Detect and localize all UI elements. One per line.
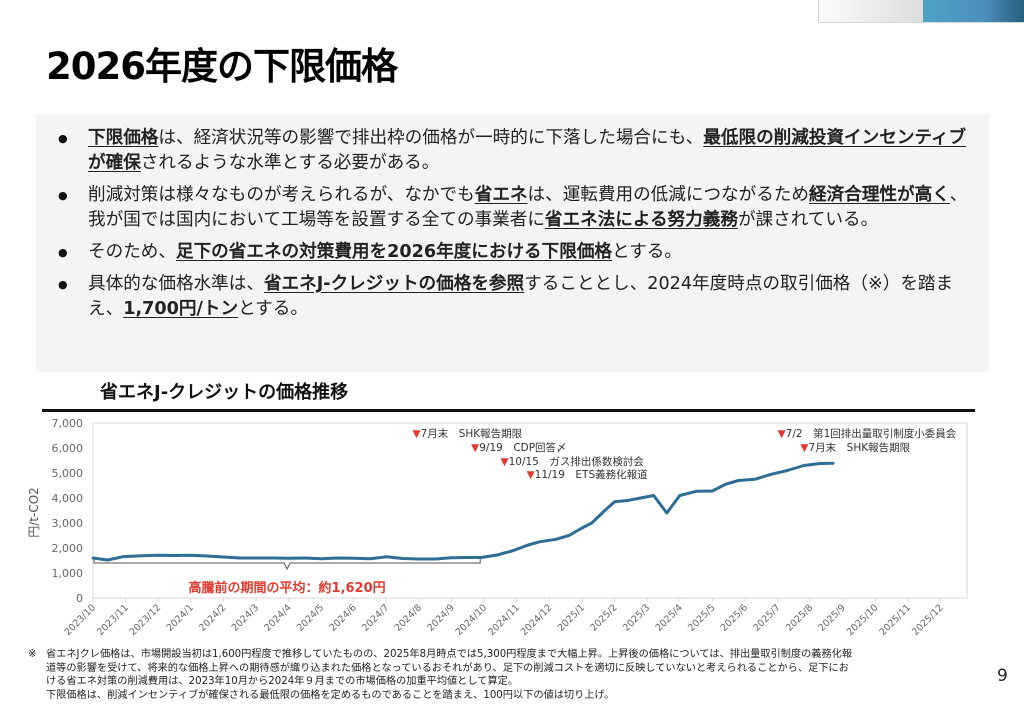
event-annotation: ▼11/19 ETS義務化報道: [527, 468, 649, 481]
bullet-text: とする。: [612, 242, 682, 262]
bullet-text: は、経済状況等の影響で排出枠の価格が一時的に下落した場合にも、: [158, 128, 704, 148]
bullet-text: 具体的な価格水準は、: [88, 274, 264, 294]
footnote-body: 省エネJクレ価格は、市場開設当初は1,600円程度で推移していたものの、2025…: [28, 648, 988, 702]
header-decoration-grey: [819, 0, 923, 22]
bullet-text: そのため、: [88, 242, 176, 262]
x-tick-label: 2024/7: [360, 602, 391, 633]
x-tick-label: 2025/10: [845, 602, 881, 638]
x-tick-label: 2024/5: [295, 602, 326, 633]
average-period-label: 高騰前の期間の平均：約1,620円: [189, 580, 386, 596]
event-marker-icon: ▼: [501, 456, 510, 468]
footnote-line: 下限価格は、削減インセンティブが確保される最低限の価格を定めるものであることを踏…: [46, 689, 615, 701]
event-marker-icon: ▼: [778, 428, 787, 440]
bullet-list: 下限価格は、経済状況等の影響で排出枠の価格が一時的に下落した場合にも、最低限の削…: [58, 126, 978, 329]
footnote-line: ける省エネ対策の削減費用は、2023年10月から2024年９月までの市場価格の加…: [46, 676, 519, 687]
event-annotation: ▼10/15 ガス排出係数検討会: [501, 455, 645, 468]
bullet-text: することとし、2024年度時点の取引価格（※）を踏まえ、: [88, 274, 954, 319]
price-line: [91, 461, 835, 562]
emphasized-text: 最低限の削減投資インセンティブが確保: [88, 128, 967, 173]
x-tick-label: 2024/2: [197, 602, 228, 633]
section-divider: [42, 409, 975, 412]
x-tick-label: 2024/9: [425, 602, 456, 633]
x-tick-label: 2024/1: [165, 602, 196, 633]
event-annotation: ▼9/19 CDP回答〆: [471, 441, 566, 454]
event-marker-icon: ▼: [471, 442, 480, 454]
emphasized-text: 1,700円/トン: [123, 299, 239, 319]
page-title: 2026年度の下限価格: [46, 45, 398, 88]
plot-area: [92, 422, 968, 599]
y-tick-label: 0: [76, 592, 83, 605]
header-decoration: [818, 0, 1024, 23]
bullet-text: 削減対策は様々なものが考えられるが、なかでも: [88, 185, 475, 205]
x-tick-label: 2025/3: [621, 602, 652, 633]
y-tick-label: 3,000: [52, 517, 84, 530]
footnote-mark: ※: [28, 649, 37, 660]
bullet-item: 具体的な価格水準は、省エネJ-クレジットの価格を参照することとし、2024年度時…: [58, 272, 978, 322]
x-tick-label: 2024/6: [328, 602, 359, 633]
emphasized-text: 経済合理性が高く: [809, 185, 950, 205]
bullet-text: されるような水準とする必要がある。: [140, 153, 440, 173]
x-tick-label: 2023/10: [62, 602, 98, 638]
bullet-item: 下限価格は、経済状況等の影響で排出枠の価格が一時的に下落した場合にも、最低限の削…: [58, 126, 978, 176]
x-tick-label: 2023/11: [95, 602, 131, 638]
event-marker-icon: ▼: [527, 469, 536, 481]
y-tick-label: 2,000: [52, 542, 84, 555]
bullet-item: 削減対策は様々なものが考えられるが、なかでも省エネは、運転費用の低減につながるた…: [58, 183, 978, 233]
y-axis-label: 円/t-CO2: [27, 487, 41, 538]
x-tick-label: 2025/4: [654, 602, 685, 633]
x-tick-label: 2024/10: [454, 602, 490, 638]
event-annotation: ▼7/2 第1回排出量取引制度小委員会: [778, 427, 957, 440]
y-tick-label: 7,000: [52, 417, 84, 430]
event-marker-icon: ▼: [800, 442, 809, 454]
bullet-text: 、我が国では国内において工場等を設置する全ての事業者に: [88, 185, 968, 230]
bullet-text: とする。: [238, 299, 308, 319]
price-trend-chart: 0 1,000 2,000 3,000 4,000 5,000 6,000 7,000 円/t-…: [0, 412, 1024, 650]
x-tick-label: 2025/11: [877, 602, 913, 638]
event-annotation: ▼7月末 SHK報告期限: [800, 441, 910, 454]
event-marker-icon: ▼: [412, 428, 421, 440]
x-tick-label: 2025/2: [588, 602, 619, 633]
x-tick-label: 2025/7: [751, 602, 782, 633]
emphasized-text: 省エネ法による努力義務: [544, 210, 738, 230]
emphasized-text: 省エネ: [474, 185, 528, 205]
x-tick-label: 2025/9: [817, 602, 848, 633]
bullet-text: は、運転費用の低減につながるため: [527, 185, 810, 205]
y-tick-label: 5,000: [52, 467, 84, 480]
x-tick-label: 2025/1: [556, 602, 587, 633]
y-tick-label: 4,000: [52, 492, 84, 505]
bullet-item: そのため、足下の省エネの対策費用を2026年度における下限価格とする。: [58, 240, 978, 265]
x-tick-label: 2023/12: [128, 602, 164, 638]
footnote-line: 道等の影響を受けて、将来的な価格上昇への期待感が織り込まれた価格となっているおそ…: [46, 662, 849, 674]
x-tick-label: 2024/4: [262, 602, 293, 633]
x-tick-label: 2024/11: [486, 602, 522, 638]
x-tick-label: 2025/6: [719, 602, 750, 633]
emphasized-text: 省エネJ-クレジットの価格を参照: [263, 274, 525, 294]
x-tick-label: 2024/12: [519, 602, 555, 638]
x-tick-label: 2024/3: [230, 602, 261, 633]
event-annotation: ▼7月末 SHK報告期限: [412, 427, 522, 440]
x-tick-label: 2024/8: [393, 602, 424, 633]
emphasized-text: 足下の省エネの対策費用を2026年度における下限価格: [175, 242, 613, 262]
x-tick-label: 2025/5: [686, 602, 717, 633]
bullet-text: が課されている。: [737, 210, 879, 230]
page-number: 9: [997, 666, 1008, 686]
x-tick-label: 2025/12: [910, 602, 946, 638]
average-period-bracket: [93, 557, 481, 571]
y-tick-label: 6,000: [52, 442, 84, 455]
footnote-line: 省エネJクレ価格は、市場開設当初は1,600円程度で推移していたものの、2025…: [46, 649, 853, 660]
footnote: ※ 省エネJクレ価格は、市場開設当初は1,600円程度で推移していたものの、20…: [28, 648, 988, 702]
chart-title: 省エネJ-クレジットの価格推移: [100, 382, 349, 403]
summary-box: 下限価格は、経済状況等の影響で排出枠の価格が一時的に下落した場合にも、最低限の削…: [36, 114, 989, 372]
emphasized-text: 下限価格: [88, 128, 159, 148]
header-decoration-blue: [923, 0, 1024, 22]
line-chart: 0 1,000 2,000 3,000 4,000 5,000 6,000 7,000 円/t-…: [27, 417, 968, 638]
x-tick-label: 2025/8: [784, 602, 815, 633]
y-tick-label: 1,000: [52, 567, 84, 580]
